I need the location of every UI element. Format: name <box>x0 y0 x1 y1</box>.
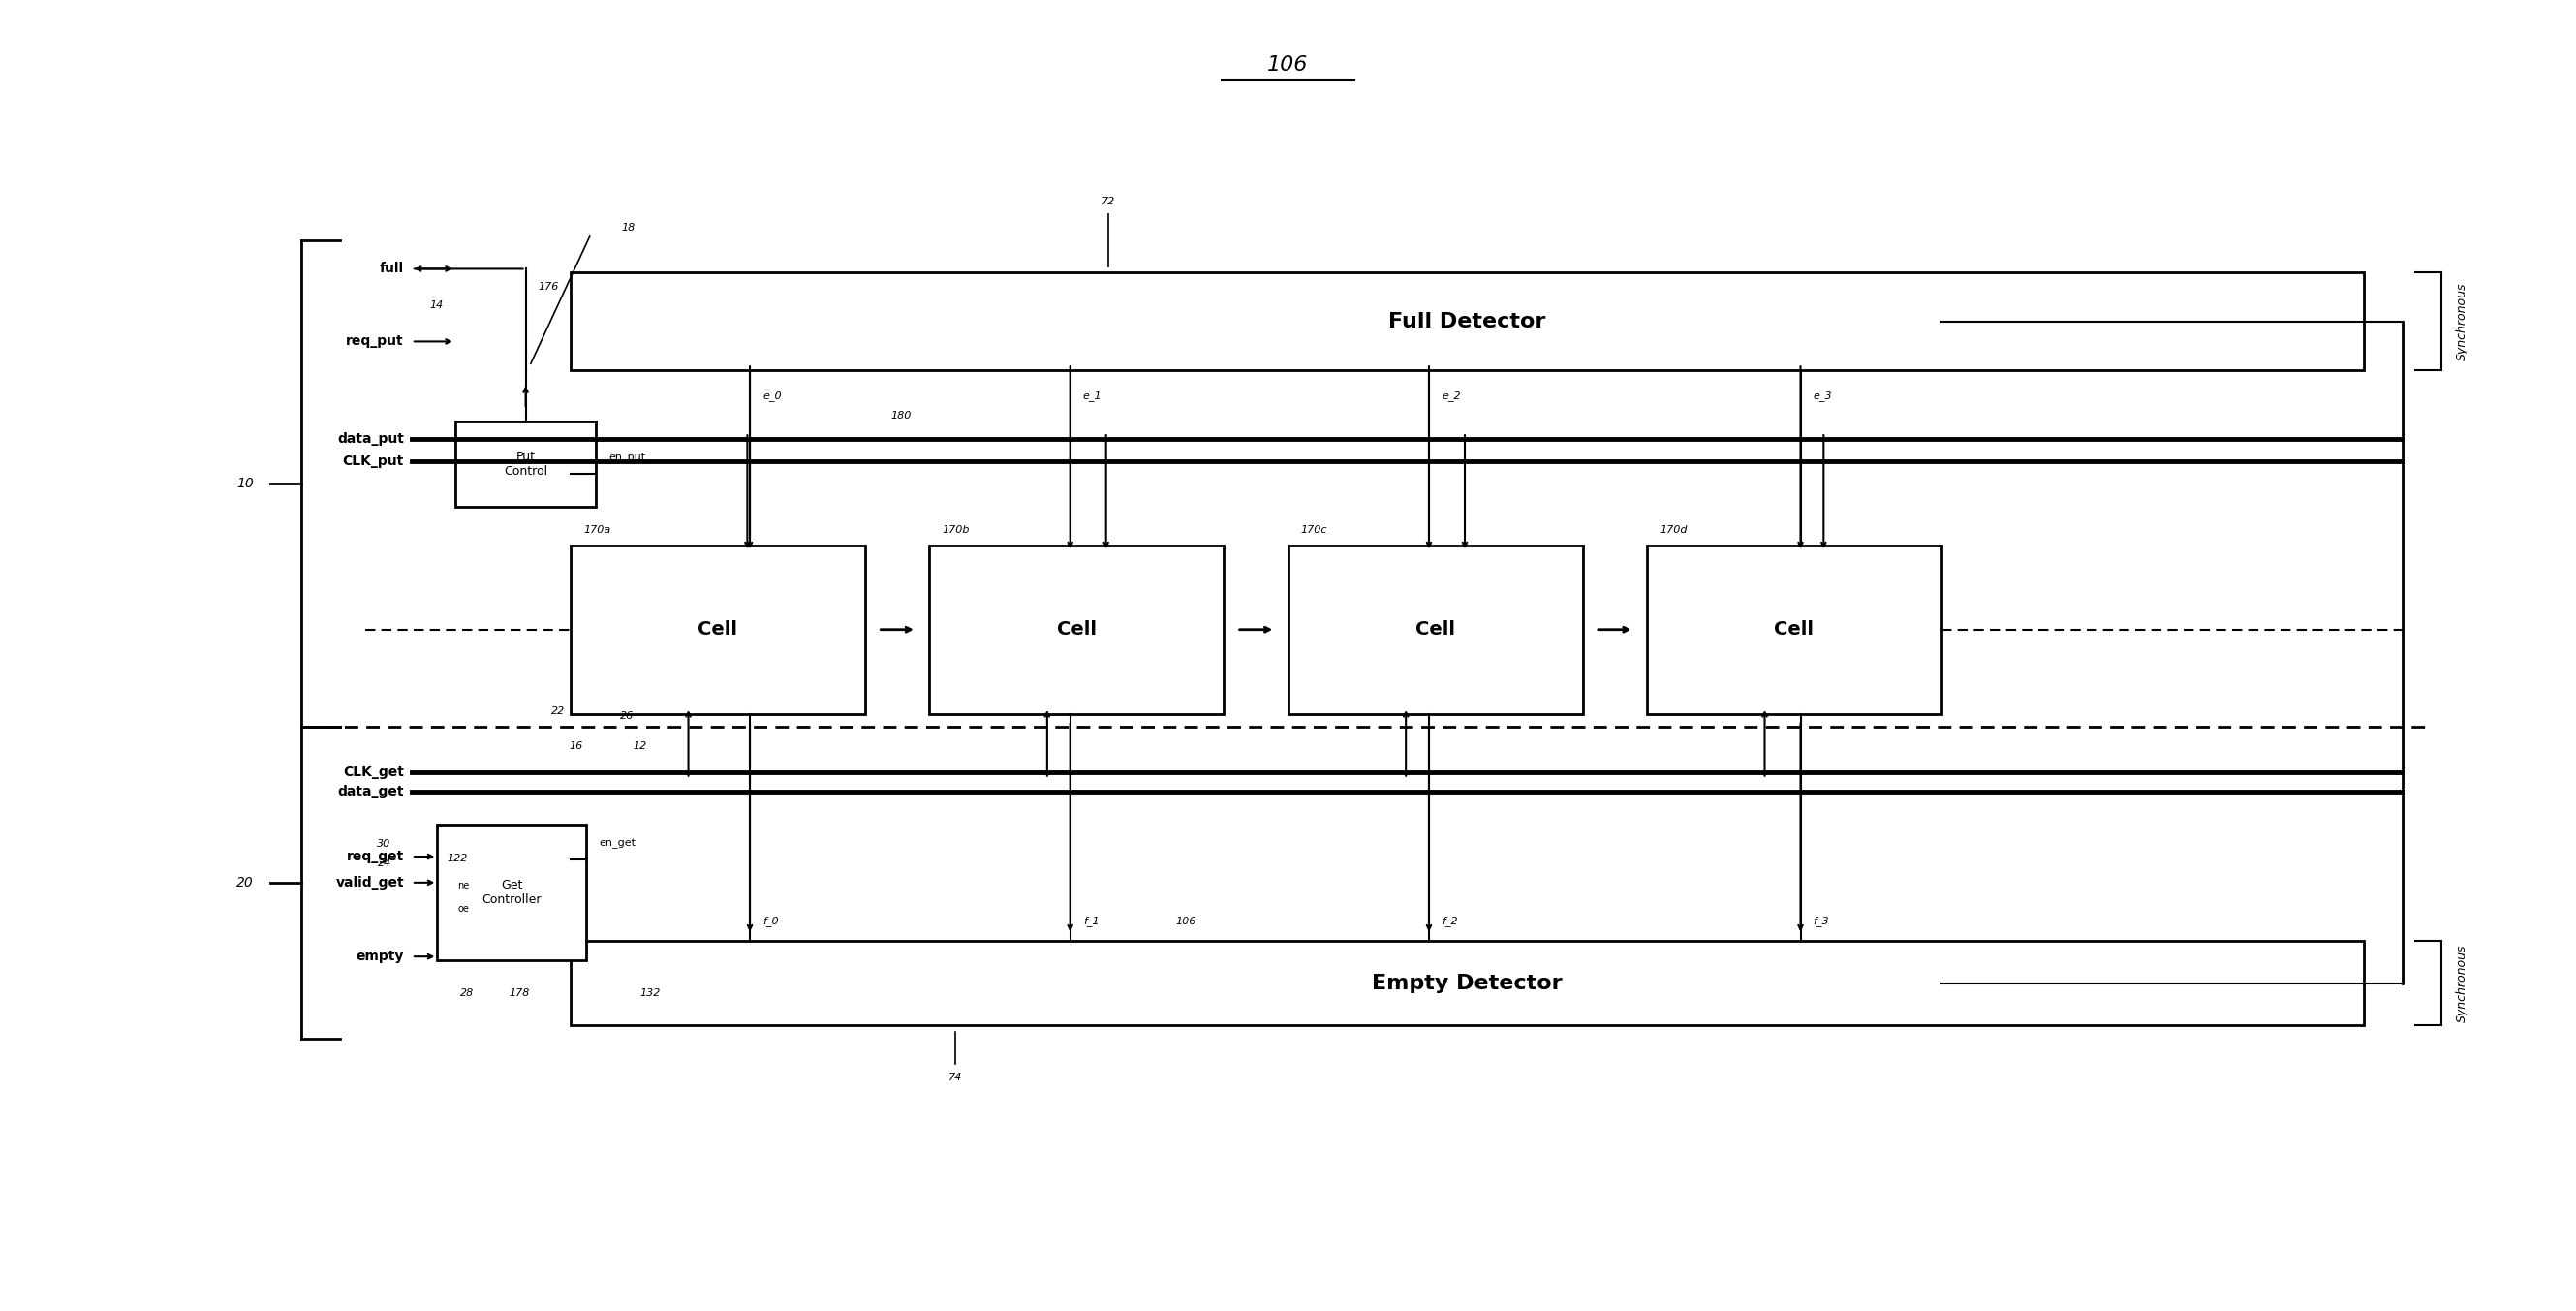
Text: 26: 26 <box>621 712 634 721</box>
Text: e_1: e_1 <box>1082 391 1103 401</box>
Text: full: full <box>379 262 404 275</box>
Text: 72: 72 <box>1103 197 1115 206</box>
Bar <box>1288 545 1582 714</box>
Text: 106: 106 <box>1267 55 1309 75</box>
Text: 170a: 170a <box>582 526 611 535</box>
Text: f_3: f_3 <box>1814 916 1829 927</box>
Text: Full Detector: Full Detector <box>1388 312 1546 332</box>
Text: 18: 18 <box>621 223 636 232</box>
Text: oe: oe <box>459 903 469 914</box>
Text: 74: 74 <box>948 1072 961 1082</box>
Text: Empty Detector: Empty Detector <box>1373 974 1564 992</box>
Text: 24: 24 <box>376 859 392 868</box>
Text: ne: ne <box>459 881 469 890</box>
Text: 170b: 170b <box>943 526 969 535</box>
Text: 10: 10 <box>237 477 252 490</box>
Text: 106: 106 <box>1175 916 1195 927</box>
Text: 28: 28 <box>461 988 474 998</box>
Bar <box>569 941 2365 1025</box>
Text: 178: 178 <box>507 988 528 998</box>
Text: f_1: f_1 <box>1082 916 1100 927</box>
Bar <box>569 273 2365 370</box>
Text: 180: 180 <box>891 410 912 421</box>
Text: Synchronous: Synchronous <box>2455 944 2468 1023</box>
Text: Cell: Cell <box>1414 620 1455 638</box>
Text: Get
Controller: Get Controller <box>482 878 541 906</box>
Text: valid_get: valid_get <box>335 876 404 889</box>
Text: e_0: e_0 <box>762 391 781 401</box>
Text: f_0: f_0 <box>762 916 778 927</box>
Text: CLK_put: CLK_put <box>343 454 404 468</box>
Text: en_get: en_get <box>598 839 636 848</box>
Text: 30: 30 <box>376 839 392 848</box>
Text: 176: 176 <box>538 282 559 291</box>
Text: en_put: en_put <box>608 454 647 464</box>
Text: CLK_get: CLK_get <box>343 766 404 779</box>
Bar <box>456 422 595 506</box>
Text: e_2: e_2 <box>1443 391 1461 401</box>
Text: req_put: req_put <box>345 334 404 349</box>
Text: 12: 12 <box>634 742 647 751</box>
Text: Cell: Cell <box>1775 620 1814 638</box>
Text: 16: 16 <box>569 742 582 751</box>
Text: data_get: data_get <box>337 785 404 798</box>
Text: 22: 22 <box>551 707 564 716</box>
Text: 20: 20 <box>237 876 252 889</box>
Text: empty: empty <box>355 949 404 964</box>
Text: data_put: data_put <box>337 433 404 446</box>
Text: f_2: f_2 <box>1443 916 1458 927</box>
Text: 122: 122 <box>448 853 469 863</box>
Text: Cell: Cell <box>1056 620 1097 638</box>
Text: Put
Control: Put Control <box>505 451 549 477</box>
Bar <box>930 545 1224 714</box>
Text: req_get: req_get <box>348 850 404 864</box>
Text: 14: 14 <box>430 300 443 309</box>
Text: 132: 132 <box>639 988 659 998</box>
Text: 170d: 170d <box>1659 526 1687 535</box>
Text: e_3: e_3 <box>1814 391 1832 401</box>
Bar <box>438 825 585 961</box>
Text: Cell: Cell <box>698 620 737 638</box>
Bar <box>1646 545 1942 714</box>
Text: Synchronous: Synchronous <box>2455 282 2468 361</box>
Text: 170c: 170c <box>1301 526 1327 535</box>
Bar <box>569 545 866 714</box>
